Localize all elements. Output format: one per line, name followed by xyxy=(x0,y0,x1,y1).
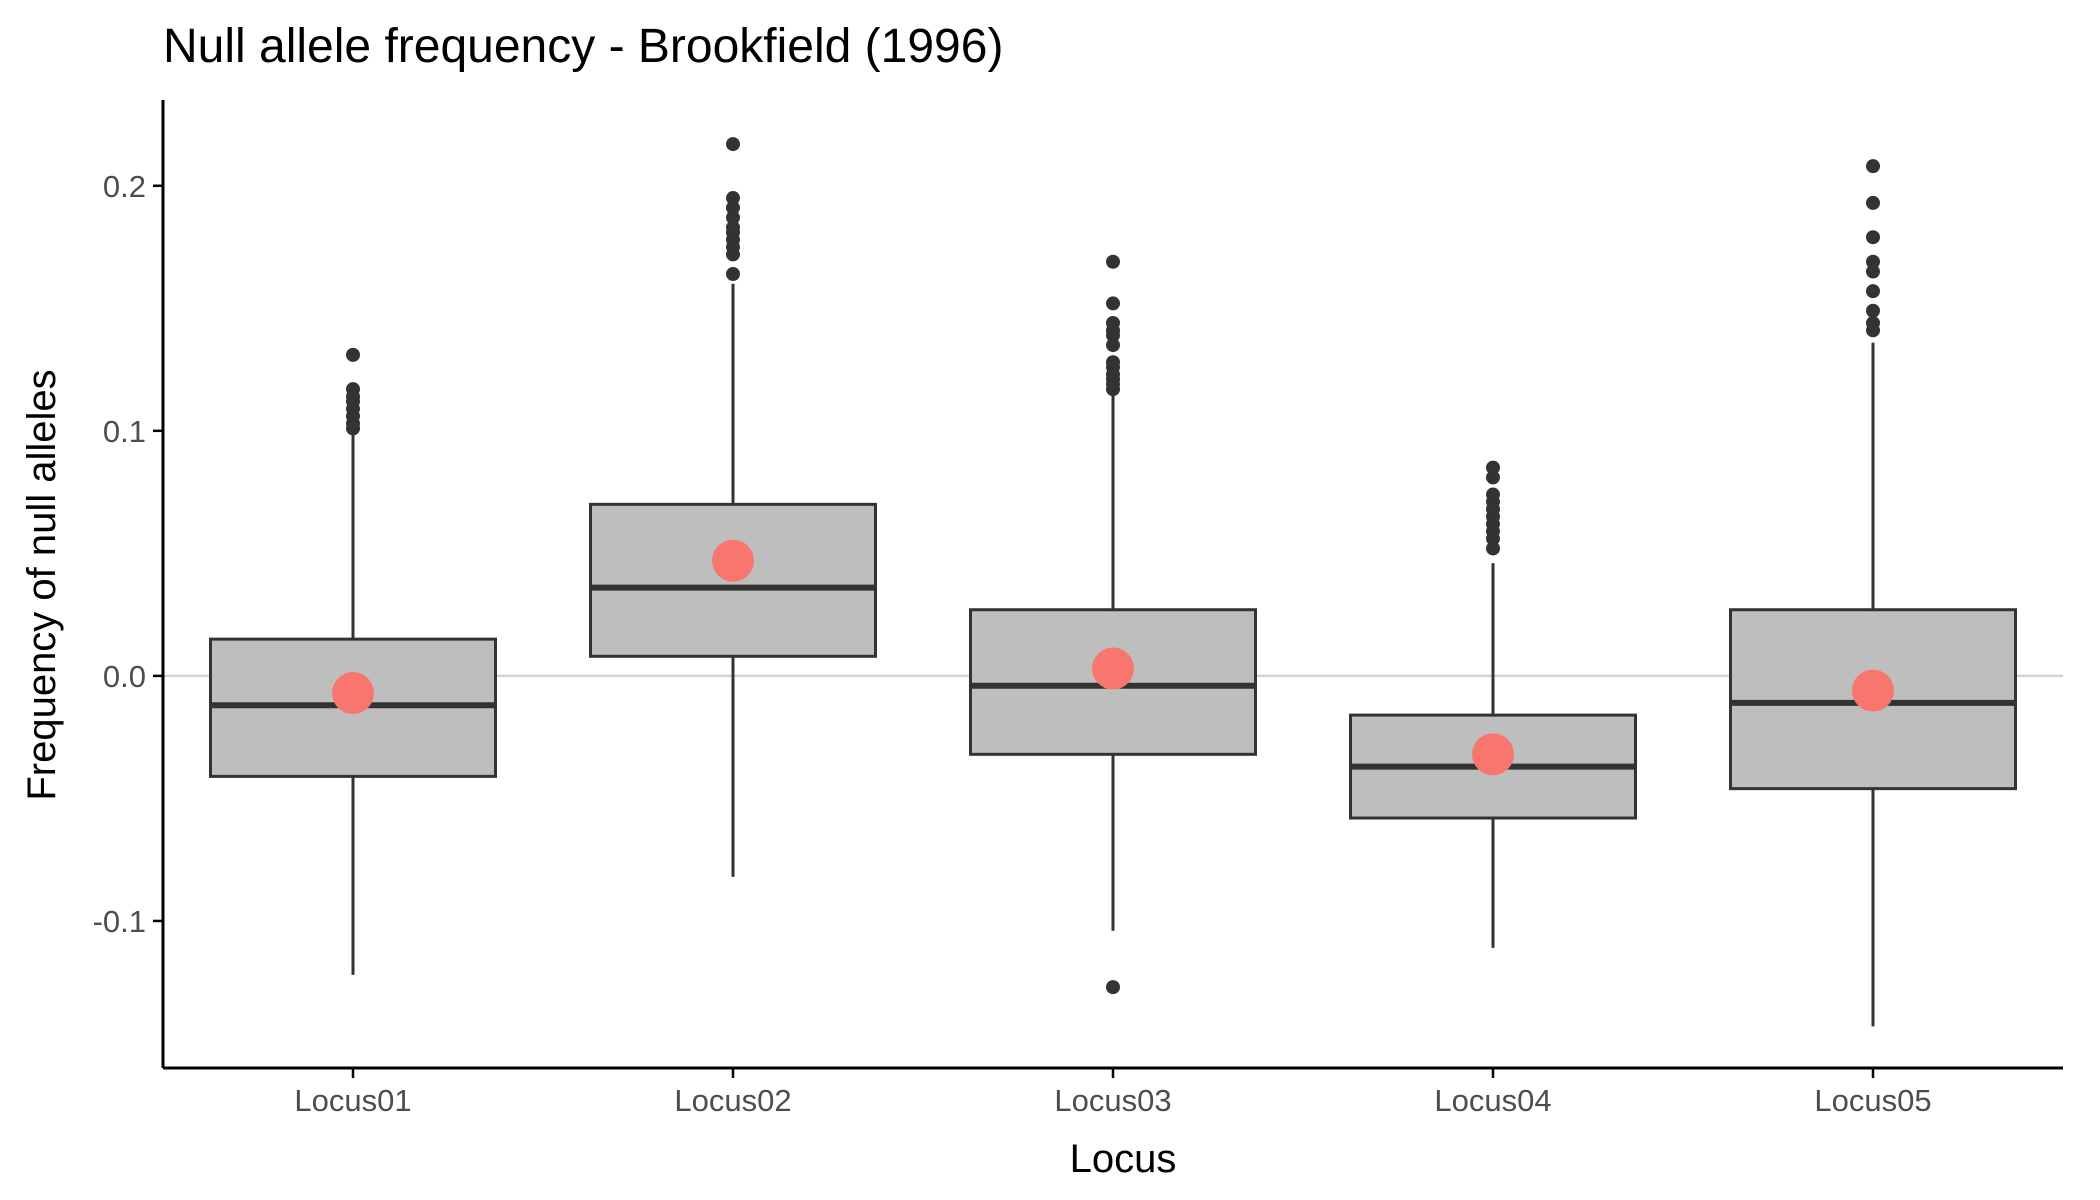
outlier-point-locus05 xyxy=(1866,264,1880,279)
outlier-point-locus01 xyxy=(346,347,360,362)
mean-point-locus01 xyxy=(332,672,374,715)
y-tick-label: 0.0 xyxy=(103,659,146,694)
outlier-point-locus03 xyxy=(1106,355,1120,370)
outlier-point-locus04 xyxy=(1486,487,1500,502)
outlier-point-locus02 xyxy=(726,200,740,215)
outlier-point-locus05 xyxy=(1866,159,1880,174)
outlier-point-locus04 xyxy=(1486,460,1500,475)
y-tick-label: 0.1 xyxy=(103,414,146,449)
mean-point-locus02 xyxy=(712,539,754,582)
y-tick-label: -0.1 xyxy=(93,904,146,939)
outlier-point-locus03 xyxy=(1106,980,1120,995)
x-axis-title: Locus xyxy=(1070,1137,1177,1181)
outlier-point-locus03 xyxy=(1106,316,1120,331)
plot-area: Locus01 Locus02 Locus03 Locus04 Locus05 -0.1 0… xyxy=(93,100,2063,1118)
outlier-point-locus02 xyxy=(726,266,740,281)
outlier-point-locus05 xyxy=(1866,230,1880,245)
outlier-point-locus05 xyxy=(1866,195,1880,210)
mean-point-locus05 xyxy=(1852,669,1894,712)
outlier-point-locus05 xyxy=(1866,254,1880,269)
outlier-point-locus02 xyxy=(726,210,740,225)
outlier-point-locus03 xyxy=(1106,254,1120,269)
outlier-point-locus05 xyxy=(1866,316,1880,331)
x-tick-label-locus02: Locus02 xyxy=(674,1083,791,1118)
outlier-point-locus04 xyxy=(1486,541,1500,556)
mean-point-locus03 xyxy=(1092,647,1134,690)
mean-point-locus04 xyxy=(1472,733,1514,776)
outlier-point-locus02 xyxy=(726,220,740,235)
outlier-point-locus01 xyxy=(346,382,360,397)
x-tick-label-locus03: Locus03 xyxy=(1054,1083,1171,1118)
y-axis-title: Frequency of null alleles xyxy=(20,369,64,800)
outlier-point-locus03 xyxy=(1106,338,1120,353)
chart-title: Null allele frequency - Brookfield (1996… xyxy=(163,20,1003,73)
x-tick-label-locus05: Locus05 xyxy=(1814,1083,1931,1118)
y-tick-label: 0.2 xyxy=(103,169,146,204)
x-tick-label-locus01: Locus01 xyxy=(294,1083,411,1118)
outlier-point-locus05 xyxy=(1866,284,1880,299)
outlier-point-locus05 xyxy=(1866,303,1880,318)
x-tick-label-locus04: Locus04 xyxy=(1434,1083,1551,1118)
outlier-point-locus02 xyxy=(726,137,740,152)
outlier-point-locus03 xyxy=(1106,296,1120,311)
outlier-point-locus04 xyxy=(1486,470,1500,485)
outlier-point-locus02 xyxy=(726,191,740,206)
